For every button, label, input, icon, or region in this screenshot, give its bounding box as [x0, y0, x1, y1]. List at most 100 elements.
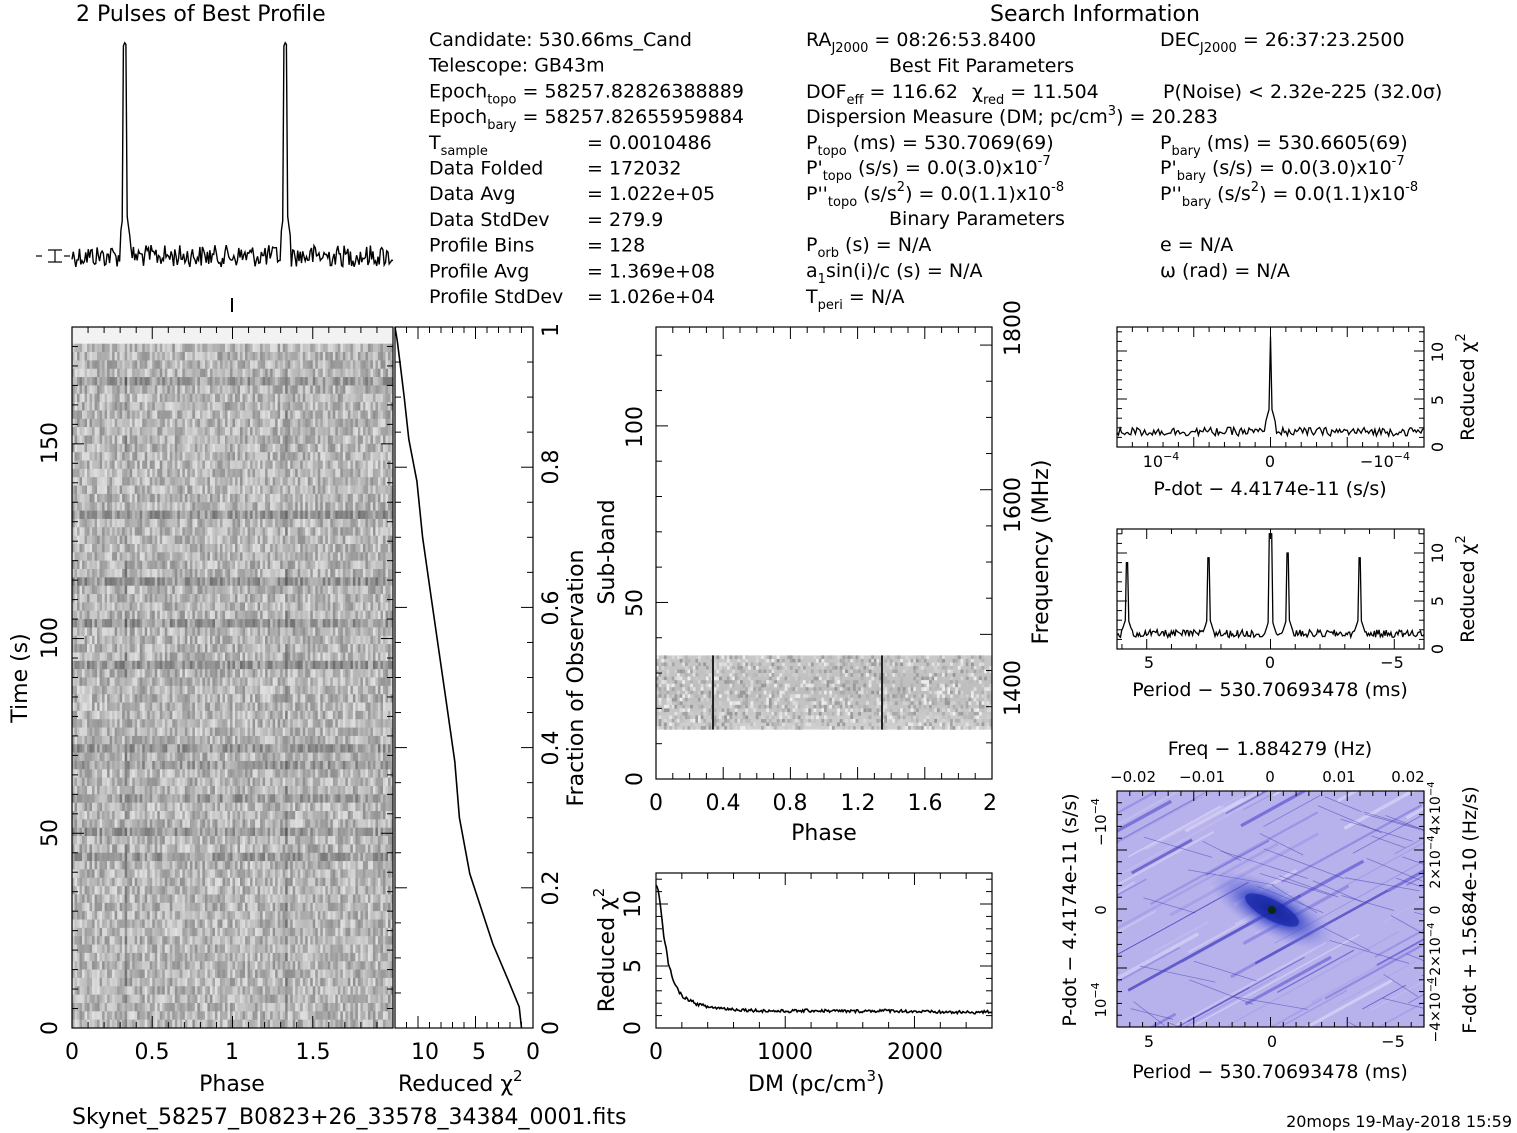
profile-plot: [36, 43, 393, 267]
ra-line: RAJ2000 = 08:26:53.8400: [806, 29, 1036, 56]
pe-ytick-10: 10: [1428, 543, 1447, 563]
dm-ticks: [656, 873, 992, 1028]
pp-title: Freq − 1.884279 (Hz): [1168, 738, 1372, 760]
tp-xlabel: Phase: [199, 1072, 265, 1097]
sb-y2tick-1400: 1400: [1001, 660, 1026, 716]
a1sini-line: a1sin(i)/c (s) = N/A: [806, 260, 982, 287]
dm-xtick-2000: 2000: [887, 1040, 943, 1065]
period-plot: 5 0 −5 Period − 530.70693478 (ms) 0 5 10…: [1117, 529, 1479, 701]
rc-ytick-1: 1: [539, 323, 564, 337]
info-left: Candidate: 530.66ms_Cand Telescope: GB43m…: [428, 29, 744, 308]
pp-x2tick-m002: −0.02: [1110, 768, 1156, 786]
best-fit-title: Best Fit Parameters: [889, 55, 1074, 77]
search-title: Search Information: [990, 2, 1200, 27]
pp-xtick-0: 0: [1267, 1032, 1277, 1051]
profile-errorbar: [36, 250, 70, 262]
dm-xtick-0: 0: [649, 1040, 663, 1065]
dm-line: Dispersion Measure (DM; pc/cm3) = 20.283: [806, 104, 1218, 128]
subband-phase-plot: 0 0.4 0.8 1.2 1.6 2 Phase 0 50 100 Sub-b…: [595, 300, 1054, 846]
redchi-time-frame: [395, 327, 533, 1028]
rc-xlabel: Reduced χ2: [398, 1067, 523, 1097]
info-left-row: Data StdDev = 279.9: [429, 209, 663, 231]
pd-ytick-10: 10: [1428, 342, 1447, 362]
pe-ytick-0: 0: [1428, 644, 1447, 654]
pe-ylabel: Reduced χ2: [1454, 535, 1479, 643]
sb-xtick-04: 0.4: [706, 791, 741, 816]
period-ticks: [1117, 529, 1424, 649]
dm-line: [656, 885, 992, 1014]
sb-y2tick-1600: 1600: [1001, 477, 1026, 533]
sb-xtick-08: 0.8: [773, 791, 808, 816]
rc-ytick-08: 0.8: [539, 450, 564, 485]
pp-y2tick-0: 0: [1428, 906, 1444, 915]
sb-y2tick-1800: 1800: [1001, 300, 1026, 356]
binary-title: Binary Parameters: [889, 208, 1065, 230]
dof-line: DOFeff = 116.62 χred = 11.504: [806, 81, 1099, 108]
pp-ytick-pos: 10−4: [1089, 982, 1110, 1017]
pp-xtick-5: 5: [1144, 1032, 1154, 1051]
info-left-row: Epochbary = 58257.82655959884: [429, 106, 744, 133]
info-left-row: Epochtopo = 58257.82826388889: [429, 80, 744, 107]
dm-ylabel: Reduced χ2: [590, 888, 620, 1013]
subband-heatmap: [656, 655, 992, 729]
dec-line: DECJ2000 = 26:37:23.2500: [1160, 29, 1405, 56]
tp-ylabel: Time (s): [8, 633, 33, 723]
pp-y2label: F-dot + 1.5684e-10 (Hz/s): [1459, 786, 1481, 1034]
pp-y2tick-4: 4×10−4: [1426, 781, 1444, 834]
info-left-row: Telescope: GB43m: [428, 55, 605, 77]
pp-x2tick-001: 0.01: [1322, 768, 1355, 786]
tp-ytick-0: 0: [38, 1021, 63, 1035]
tperi-line: Tperi = N/A: [805, 286, 904, 313]
ecc-line: e = N/A: [1160, 234, 1233, 256]
rc-ytick-06: 0.6: [539, 591, 564, 626]
rc-xtick-0: 0: [526, 1040, 540, 1065]
info-left-row: Profile Bins = 128: [429, 235, 645, 257]
pp-xtick-m5: −5: [1381, 1032, 1405, 1051]
sb-ytick-50: 50: [623, 589, 648, 617]
info-left-row: Candidate: 530.66ms_Cand: [429, 29, 692, 51]
footer-stamp: 20mops 19-May-2018 15:59: [1286, 1112, 1512, 1131]
tp-xtick-15: 1.5: [296, 1040, 331, 1065]
profile-line: [72, 43, 393, 267]
pd-xtick-0: 0: [1265, 452, 1275, 471]
info-right: DECJ2000 = 26:37:23.2500 Pbary (ms) = 530…: [1160, 29, 1418, 282]
rc-ylabel: Fraction of Observation: [564, 550, 589, 807]
tp-xtick-1: 1: [225, 1040, 239, 1065]
tp-ytick-50: 50: [38, 819, 63, 847]
pp-x2tick-002: 0.02: [1391, 768, 1424, 786]
pd-ytick-5: 5: [1428, 395, 1447, 405]
pp-ytick-neg: −10−4: [1089, 798, 1110, 846]
pd-ytick-0: 0: [1428, 442, 1447, 452]
period-line: [1117, 534, 1424, 638]
dm-xlabel: DM (pc/cm3): [748, 1067, 885, 1097]
pp-x2tick-m001: −0.01: [1179, 768, 1225, 786]
pd-ylabel: Reduced χ2: [1454, 333, 1479, 441]
profile-title: 2 Pulses of Best Profile: [76, 2, 326, 27]
pe-xtick-5: 5: [1144, 653, 1154, 672]
pp-y2tick-2: 2×10−4: [1426, 835, 1444, 888]
info-left-row: Data Avg = 1.022e+05: [429, 183, 715, 205]
redchi-time-ticks: [395, 327, 533, 1028]
pddtopo-line: P''topo (s/s2) = 0.0(1.1)x10-8: [806, 180, 1064, 210]
omega-line: ω (rad) = N/A: [1160, 260, 1290, 282]
sb-ytick-0: 0: [623, 772, 648, 786]
rc-xtick-10: 10: [411, 1040, 439, 1065]
dm-ytick-5: 5: [621, 959, 646, 973]
redchi-time-plot: 10 5 0 Reduced χ2 0 0.2 0.4 0.6 0.8 1 Fr…: [395, 323, 589, 1097]
rc-ytick-04: 0.4: [539, 731, 564, 766]
pp-ytick-0: 0: [1092, 905, 1110, 915]
sb-y2label: Frequency (MHz): [1029, 460, 1054, 645]
time-phase-plot: 0 50 100 150 0 0.5 1 1.5 Phase Time (s): [8, 298, 393, 1097]
sb-xtick-12: 1.2: [841, 791, 876, 816]
info-left-row: Tsample = 0.0010486: [428, 132, 712, 159]
sb-xtick-2: 2: [983, 791, 997, 816]
redchi-time-line: [395, 327, 522, 1028]
p-pdot-plane-plot: Freq − 1.884279 (Hz) −0.02 −0.01 0 0.01 …: [1001, 640, 1517, 1083]
info-left-row: Profile StdDev = 1.026e+04: [429, 286, 715, 308]
sb-ytick-100: 100: [623, 406, 648, 448]
sb-xtick-16: 1.6: [908, 791, 943, 816]
pdot-line: [1117, 337, 1424, 436]
porb-line: Porb (s) = N/A: [806, 234, 931, 261]
dm-xtick-1000: 1000: [757, 1040, 813, 1065]
ptopo-line: Ptopo (ms) = 530.7069(69): [806, 132, 1054, 159]
